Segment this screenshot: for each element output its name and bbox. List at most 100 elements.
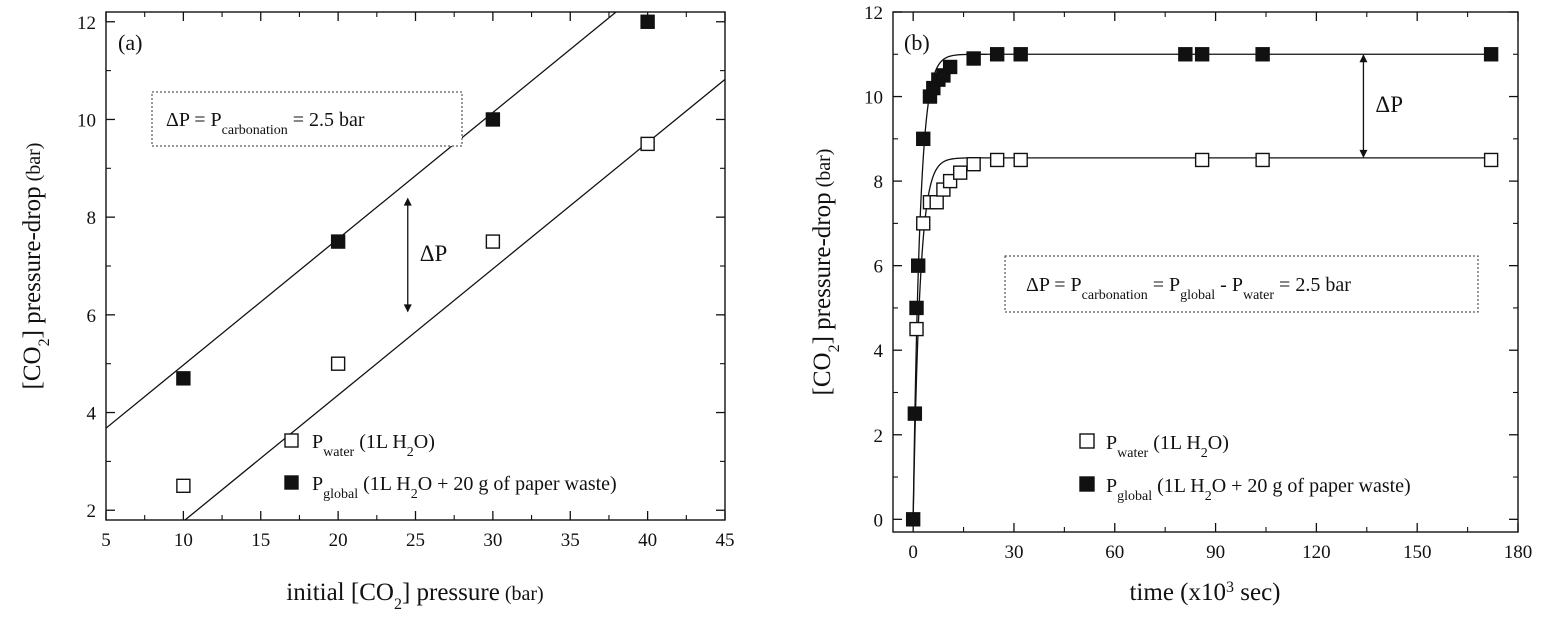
legend-label-water-b: Pwater (1L H2O) — [1106, 432, 1229, 461]
panel-label-b: (b) — [904, 30, 930, 55]
x-tick-label: 30 — [483, 530, 502, 551]
y-tick-label: 2 — [874, 426, 884, 447]
arrow-head-down — [403, 304, 412, 313]
y-tick-label: 4 — [874, 341, 884, 362]
data-point-water — [989, 152, 1005, 168]
legend-b: Pwater (1L H2O) Pglobal (1L H2O + 20 g o… — [1079, 432, 1411, 504]
arrow-head-down — [1359, 149, 1368, 158]
x-tick-label: 90 — [1206, 542, 1225, 563]
arrow-head-up — [1359, 54, 1368, 63]
y-tick-label: 6 — [874, 257, 884, 278]
data-point-global — [911, 258, 926, 273]
y-axis-title-a: [CO2] pressure-drop (bar) — [19, 143, 53, 390]
delta-p-arrow-b — [1359, 54, 1368, 158]
data-point-global — [176, 371, 191, 386]
data-point-global — [1178, 47, 1193, 62]
data-point-global — [905, 512, 921, 527]
data-point-global — [966, 51, 981, 66]
legend-marker-water-b — [1079, 433, 1095, 449]
chart-panel-b: 0 30 60 90 120 150 180 0 2 4 6 8 10 12 (b) ΔP = Pcar… — [809, 3, 1532, 606]
x-axis-title-b: time (x103 sec) — [1129, 579, 1280, 607]
plot-frame-b — [892, 11, 1519, 533]
x-tick-label: 60 — [1105, 542, 1124, 563]
x-tick-label: 5 — [101, 530, 111, 551]
delta-p-label-a: ΔP — [420, 241, 448, 266]
fit-line-water — [912, 157, 1492, 520]
data-point-water — [640, 136, 655, 152]
legend-marker-water-a — [284, 433, 299, 448]
legend-label-global-a: Pglobal (1L H2O + 20 g of paper waste) — [312, 473, 617, 502]
equation-box-a — [151, 91, 463, 147]
data-point-water — [485, 234, 501, 249]
data-point-global — [942, 59, 958, 75]
data-point-global — [909, 300, 924, 316]
x-tick-labels-a: 5 10 15 20 25 30 35 40 45 — [101, 530, 734, 551]
legend-marker-global-b — [1079, 476, 1095, 492]
x-tick-label: 40 — [638, 530, 657, 551]
y-axis-title-b: [CO2] pressure-drop (bar) — [809, 149, 843, 396]
y-tick-labels-a: 2 4 6 8 10 12 — [77, 13, 97, 522]
data-point-global — [485, 112, 501, 127]
equation-box-b — [1004, 255, 1479, 313]
fit-lines-a — [106, 12, 725, 520]
data-point-water — [916, 216, 931, 231]
x-tick-label: 45 — [716, 530, 735, 551]
x-tick-label: 15 — [251, 530, 270, 551]
y-tick-label: 8 — [87, 208, 97, 229]
data-point-global — [1194, 47, 1210, 62]
x-tick-labels-b: 0 30 60 90 120 150 180 — [908, 542, 1532, 563]
x-tick-label: 20 — [329, 530, 348, 551]
data-point-water — [966, 156, 981, 172]
legend-marker-global-a — [284, 475, 299, 490]
y-tick-label: 6 — [87, 306, 97, 327]
data-point-global — [1255, 47, 1270, 62]
data-point-water — [1483, 152, 1499, 168]
legend-label-global-b: Pglobal (1L H2O + 20 g of paper waste) — [1106, 475, 1411, 504]
x-tick-label: 10 — [174, 530, 193, 551]
y-tick-label: 8 — [874, 172, 884, 193]
data-points-a — [176, 14, 655, 494]
data-point-global — [330, 234, 346, 249]
data-point-global — [1013, 47, 1028, 62]
data-point-water — [953, 165, 968, 180]
data-point-water — [1194, 152, 1210, 168]
equation-text-a: ΔP = Pcarbonation = 2.5 bar — [166, 109, 365, 138]
data-point-water — [1255, 152, 1270, 168]
y-tick-label: 0 — [874, 510, 884, 531]
data-point-global — [640, 14, 655, 29]
x-tick-label: 150 — [1403, 542, 1432, 563]
x-tick-label: 25 — [406, 530, 425, 551]
data-point-water — [1013, 152, 1028, 168]
data-point-water — [909, 321, 924, 337]
data-point-global — [1483, 47, 1499, 62]
tick-marks-a — [105, 12, 726, 520]
y-tick-label: 2 — [87, 501, 97, 522]
x-tick-label: 180 — [1504, 542, 1533, 563]
y-tick-label: 12 — [864, 3, 883, 24]
legend-a: Pwater (1L H2O) Pglobal (1L H2O + 20 g o… — [284, 431, 617, 502]
data-points-b — [905, 47, 1499, 527]
arrow-head-up — [403, 197, 412, 206]
fit-line-water — [183, 78, 725, 520]
data-point-water — [176, 478, 191, 494]
y-tick-label: 10 — [77, 110, 96, 131]
tick-marks-b — [893, 11, 1519, 532]
delta-p-arrow-a — [403, 197, 412, 313]
equation-text-b: ΔP = Pcarbonation = Pglobal - Pwater = 2… — [1026, 274, 1351, 303]
y-tick-labels-b: 0 2 4 6 8 10 12 — [864, 3, 884, 531]
data-point-global — [907, 406, 923, 421]
data-point-global — [916, 131, 931, 147]
data-point-water — [929, 195, 944, 210]
x-tick-label: 0 — [908, 542, 918, 563]
y-tick-label: 10 — [864, 88, 883, 109]
x-tick-label: 35 — [561, 530, 580, 551]
x-axis-title-a: initial [CO2] pressure (bar) — [286, 579, 543, 612]
x-tick-label: 120 — [1302, 542, 1331, 563]
fit-line-global — [106, 12, 618, 429]
panel-label-a: (a) — [118, 30, 142, 55]
y-tick-label: 12 — [77, 13, 96, 34]
data-point-water — [330, 356, 346, 371]
legend-label-water-a: Pwater (1L H2O) — [312, 431, 435, 460]
